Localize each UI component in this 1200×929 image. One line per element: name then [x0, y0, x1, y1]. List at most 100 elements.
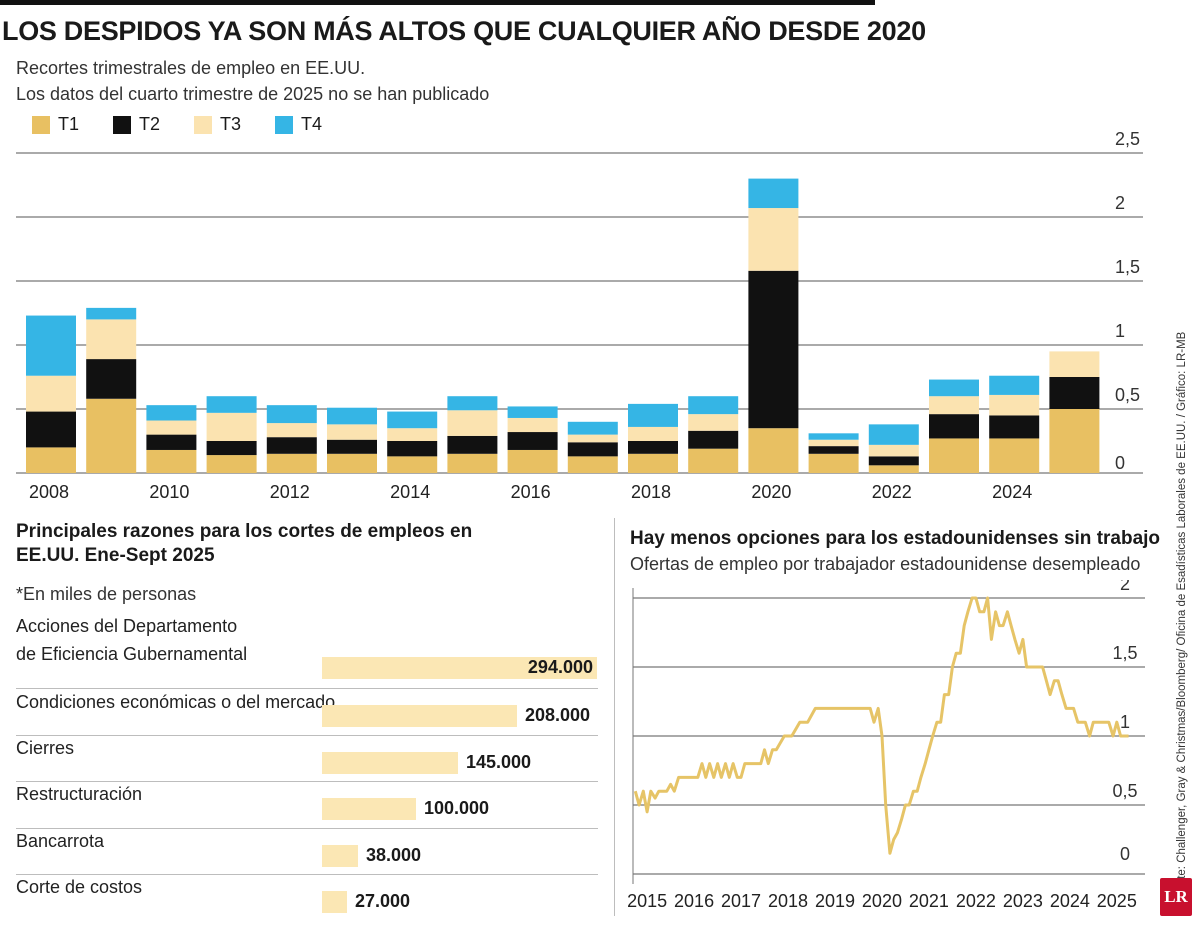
bar-t2-2023: [929, 414, 979, 439]
bar-t2-2020: [748, 270, 799, 429]
legend-item-t2: T2: [113, 114, 160, 135]
bar-t2-2012: [266, 437, 317, 454]
bar-t1-2020: [748, 428, 799, 473]
bar-t1-2008: [26, 447, 76, 473]
reason-label: Restructuración: [16, 784, 143, 804]
bar-t3-2019: [688, 414, 739, 431]
reason-label: Acciones del Departamento: [16, 616, 238, 636]
top-rule: [0, 0, 875, 5]
legend-swatch-t2: [113, 115, 132, 134]
bar-t4-2017: [567, 421, 618, 435]
reason-bar: [322, 798, 416, 820]
legend-label-t3: T3: [220, 114, 242, 134]
x-tick-label: 2020: [862, 891, 902, 911]
bar-t1-2012: [266, 453, 317, 473]
reason-separator: [16, 688, 598, 689]
y-tick-label: 0,5: [1112, 781, 1137, 801]
bar-t3-2022: [868, 444, 919, 457]
reason-bar: [322, 891, 347, 913]
bar-t3-2023: [929, 396, 979, 415]
reason-value: 38.000: [366, 845, 422, 865]
bar-t3-2021: [808, 439, 859, 447]
bar-t4-2013: [327, 407, 377, 425]
bar-t2-2022: [868, 456, 919, 466]
bar-t1-2025: [1049, 409, 1100, 473]
legend: T1 T2 T3 T4: [32, 114, 322, 135]
legend-swatch-t1: [32, 115, 50, 134]
bar-t1-2010: [146, 449, 197, 473]
openings-line-chart: 0 0,5 1 1,5 2 2015 2016 2017 2018 2019 2020 2021 202…: [627, 580, 1145, 911]
bar-t4-2023: [929, 379, 979, 397]
reason-value: 100.000: [424, 798, 490, 818]
reason-separator: [16, 874, 598, 875]
bar-t2-2010: [146, 434, 197, 450]
bar-t1-2019: [688, 448, 739, 473]
bar-t1-2009: [86, 398, 137, 473]
y-tick-label: 1,5: [1112, 643, 1137, 663]
bar-t3-2017: [567, 434, 618, 443]
bar-t2-2013: [327, 439, 377, 454]
legend-label-t1: T1: [58, 114, 80, 134]
bar-t2-2008: [26, 411, 76, 448]
stacked-bar-chart: 0 0,5 1 1,5 2 2,5 2008 2010 2012 2014 2016 2018 2020…: [16, 129, 1143, 502]
reason-bar: [322, 705, 517, 727]
chart-note: Los datos del cuarto trimestre de 2025 n…: [16, 84, 490, 104]
bar-t4-2009: [86, 307, 137, 320]
bar-t1-2021: [808, 453, 859, 473]
source-note: Fuente: Challenger, Gray & Christmas/Blo…: [1176, 331, 1188, 905]
bar-t4-2024: [989, 375, 1040, 395]
chart-subtitle: Recortes trimestrales de empleo en EE.UU…: [16, 58, 366, 78]
y-tick-label: 0: [1120, 844, 1130, 864]
lr-logo: LR: [1160, 878, 1192, 916]
y-tick-label: 2: [1115, 193, 1125, 213]
bar-t3-2016: [507, 417, 558, 433]
legend-label-t4: T4: [301, 114, 323, 134]
x-tick-label: 2018: [768, 891, 808, 911]
bar-t3-2015: [447, 410, 498, 436]
x-tick-label: 2008: [29, 482, 69, 502]
x-tick-label: 2022: [956, 891, 996, 911]
bar-t2-2019: [688, 430, 739, 449]
bar-t2-2011: [206, 441, 257, 456]
legend-swatch-t3: [194, 115, 213, 134]
bar-t3-2012: [266, 423, 317, 438]
openings-subtitle: Ofertas de empleo por trabajador estadou…: [630, 554, 1141, 574]
bar-t2-2014: [387, 441, 438, 457]
legend-swatch-t4: [275, 115, 294, 134]
bar-t2-2017: [567, 442, 618, 457]
y-tick-label: 1: [1120, 712, 1130, 732]
reason-separator: [16, 828, 598, 829]
openings-series-line: [633, 596, 1129, 855]
bar-t4-2021: [808, 433, 859, 440]
bar-t3-2014: [387, 428, 438, 441]
x-tick-label: 2016: [511, 482, 551, 502]
reason-value: 294.000: [527, 657, 593, 677]
bar-t1-2014: [387, 456, 438, 473]
bar-t4-2022: [868, 424, 919, 445]
legend-item-t4: T4: [275, 114, 322, 135]
page-title: LOS DESPIDOS YA SON MÁS ALTOS QUE CUALQU…: [2, 16, 926, 46]
bar-t1-2013: [327, 453, 377, 473]
reason-bar: [322, 845, 358, 867]
bar-t3-2020: [748, 208, 799, 271]
legend-item-t3: T3: [194, 114, 241, 135]
reason-bar: [322, 752, 458, 774]
bar-t2-2025: [1049, 377, 1100, 409]
reason-separator: [16, 781, 598, 782]
bar-t1-2018: [628, 453, 678, 473]
bar-t1-2015: [447, 453, 498, 473]
x-tick-label: 2016: [674, 891, 714, 911]
reason-value: 208.000: [525, 705, 591, 725]
bar-t3-2009: [86, 319, 137, 360]
y-tick-label: 0,5: [1115, 385, 1140, 405]
x-tick-label: 2024: [1050, 891, 1090, 911]
x-tick-label: 2018: [631, 482, 671, 502]
y-tick-label: 0: [1115, 453, 1125, 473]
openings-title: Hay menos opciones para los estadouniden…: [630, 528, 1161, 549]
x-tick-label: 2020: [751, 482, 791, 502]
reason-value: 145.000: [466, 752, 532, 772]
y-tick-label: 2,5: [1115, 129, 1140, 149]
bar-t4-2008: [26, 315, 76, 376]
reason-label: Condiciones económicas o del mercado: [16, 692, 336, 712]
bar-t4-2018: [628, 403, 678, 427]
